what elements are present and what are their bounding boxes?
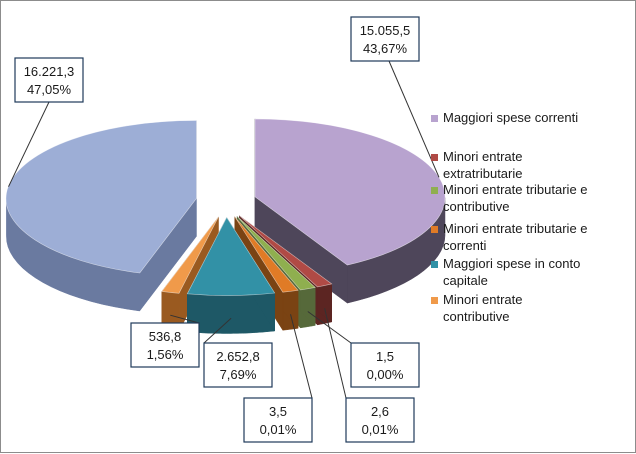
leader-line-2 xyxy=(307,311,352,344)
pie-slice-top-5 xyxy=(161,216,219,294)
data-label-box-3 xyxy=(243,397,313,443)
leader-line-0 xyxy=(388,60,440,178)
legend-label-1-1: extratributarie xyxy=(443,166,522,181)
legend-label-2-0: Minori entrate tributarie e xyxy=(443,182,588,197)
pie-slice-0 xyxy=(254,118,446,304)
pie-slice-top-3 xyxy=(234,216,299,293)
data-label-value-3: 3,5 xyxy=(269,404,287,419)
leader-lines-group xyxy=(8,60,440,399)
legend-swatch-1 xyxy=(431,154,438,161)
data-label-box-1 xyxy=(345,397,415,443)
data-label-percent-6: 47,05% xyxy=(27,82,72,97)
leader-line-6 xyxy=(8,101,50,187)
legend: Maggiori spese correnti Minori entrate ext… xyxy=(431,110,588,324)
legend-label-2-1: contributive xyxy=(443,199,509,214)
pie-slice-4 xyxy=(186,216,276,334)
legend-swatch-2 xyxy=(431,187,438,194)
data-label-box-0 xyxy=(350,16,420,62)
data-label-value-0: 15.055,5 xyxy=(360,23,411,38)
data-label-value-6: 16.221,3 xyxy=(24,64,75,79)
pie-slice-top-2 xyxy=(236,216,316,291)
slices-group xyxy=(5,118,446,334)
data-label-box-5 xyxy=(130,322,200,368)
data-label-box-2 xyxy=(350,342,420,388)
legend-swatch-3 xyxy=(431,226,438,233)
pie-slice-top-6 xyxy=(5,120,197,274)
data-label-value-5: 536,8 xyxy=(149,329,182,344)
data-label-box-4 xyxy=(203,342,273,388)
data-label-percent-3: 0,01% xyxy=(260,422,297,437)
legend-label-1-0: Minori entrate xyxy=(443,149,522,164)
data-label-value-2: 1,5 xyxy=(376,349,394,364)
data-labels-group: 15.055,5 43,67% 2,6 0,01% 1,5 0,00% 3,5 0,01% 2.… xyxy=(14,16,420,443)
leader-line-1 xyxy=(324,308,347,399)
legend-label-5-1: contributive xyxy=(443,309,509,324)
legend-label-0-0: Maggiori spese correnti xyxy=(443,110,578,125)
legend-label-4-1: capitale xyxy=(443,273,488,288)
data-label-box-6 xyxy=(14,57,84,103)
legend-label-4-0: Maggiori spese in conto xyxy=(443,256,580,271)
data-label-percent-0: 43,67% xyxy=(363,41,408,56)
data-label-value-1: 2,6 xyxy=(371,404,389,419)
pie-slice-top-1 xyxy=(239,215,333,288)
legend-label-3-0: Minori entrate tributarie e xyxy=(443,221,588,236)
legend-label-5-0: Minori entrate xyxy=(443,292,522,307)
data-label-value-4: 2.652,8 xyxy=(216,349,259,364)
data-label-percent-4: 7,69% xyxy=(220,367,257,382)
legend-label-3-1: correnti xyxy=(443,238,486,253)
legend-swatch-0 xyxy=(431,115,438,122)
pie-slice-top-0 xyxy=(254,118,446,266)
legend-swatch-4 xyxy=(431,261,438,268)
leader-line-4 xyxy=(203,317,232,344)
pie-slice-top-4 xyxy=(186,216,276,296)
leader-line-5 xyxy=(170,314,200,324)
pie-slice-6 xyxy=(5,120,197,312)
data-label-percent-1: 0,01% xyxy=(362,422,399,437)
legend-swatch-5 xyxy=(431,297,438,304)
leader-line-3 xyxy=(290,314,313,399)
data-label-percent-2: 0,00% xyxy=(367,367,404,382)
data-label-percent-5: 1,56% xyxy=(147,347,184,362)
